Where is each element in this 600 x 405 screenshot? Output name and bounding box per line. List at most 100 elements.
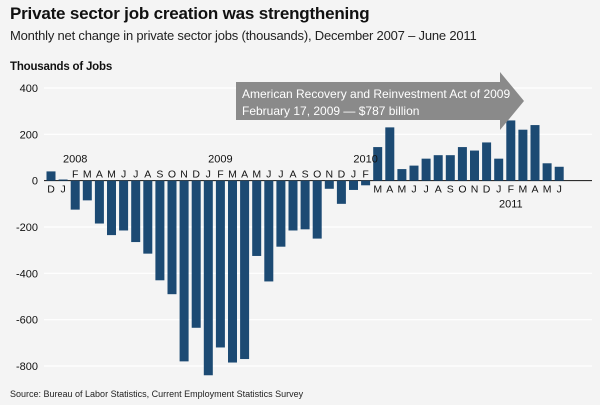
bar (46, 171, 56, 181)
month-label: D (338, 169, 346, 181)
bar (397, 169, 407, 181)
month-label: F (72, 169, 78, 181)
month-label: N (180, 169, 188, 181)
chart-subtitle: Monthly net change in private sector job… (10, 28, 477, 43)
month-label: J (351, 169, 356, 181)
banner-line-1: American Recovery and Reinvestment Act o… (242, 87, 510, 101)
month-label: J (60, 184, 65, 196)
bar (433, 155, 443, 181)
month-label: J (266, 169, 271, 181)
bar (373, 147, 383, 181)
bar (530, 125, 540, 181)
month-label: A (386, 184, 393, 196)
recovery-act-banner: American Recovery and Reinvestment Act o… (236, 72, 524, 130)
year-label: 2011 (499, 199, 523, 211)
month-label: D (483, 184, 491, 196)
month-label: O (168, 169, 176, 181)
month-label: A (435, 184, 442, 196)
bar (288, 180, 298, 231)
bar (228, 180, 237, 363)
bar (470, 150, 479, 181)
month-label: N (471, 184, 479, 196)
month-label: A (531, 184, 538, 196)
bar (58, 179, 68, 181)
bar (445, 155, 455, 181)
month-label: M (543, 184, 552, 196)
month-label: A (241, 169, 248, 181)
banner-arrow-shape (236, 72, 524, 130)
month-label: M (373, 184, 382, 196)
month-label: J (496, 184, 501, 196)
bar (203, 180, 213, 376)
bar (542, 163, 552, 181)
month-label: A (289, 169, 296, 181)
month-label: D (192, 169, 200, 181)
bar (385, 127, 395, 181)
year-label: 2010 (353, 154, 377, 166)
banner-line-2: February 17, 2009 — $787 billion (242, 104, 419, 118)
month-label: M (107, 169, 116, 181)
month-labels: D JF M A M J J A S O N D J F M A M J J A S O N D J FM A M J J A S O N D J F M… (47, 169, 562, 196)
bar (506, 120, 516, 181)
year-label: 2008 (63, 154, 87, 166)
bar (300, 180, 310, 230)
bar (457, 147, 467, 181)
month-label: D (47, 184, 55, 196)
y-tick-label: 0 (32, 176, 38, 188)
y-tick-label: -400 (16, 268, 38, 280)
source-note: Source: Bureau of Labor Statistics, Curr… (10, 389, 304, 399)
y-axis-label: Thousands of Jobs (10, 61, 113, 73)
y-tick-label: 400 (20, 83, 38, 95)
bar (82, 180, 92, 201)
month-label: M (398, 184, 407, 196)
bar (494, 158, 504, 181)
month-label: O (458, 184, 466, 196)
month-label: M (228, 169, 237, 181)
month-label: O (313, 169, 321, 181)
bar (482, 142, 492, 181)
bar (155, 180, 165, 281)
month-label: S (156, 169, 163, 181)
bar (252, 180, 262, 256)
chart-title: Private sector job creation was strength… (10, 4, 370, 23)
month-label: F (508, 184, 514, 196)
year-labels: 2008 2009 2010 2011 (63, 154, 523, 211)
month-label: A (144, 169, 151, 181)
bar (143, 180, 153, 254)
month-label: M (519, 184, 528, 196)
month-label: N (326, 169, 334, 181)
month-label: J (121, 169, 126, 181)
month-label: S (447, 184, 454, 196)
bar (191, 180, 201, 328)
bar (107, 180, 116, 236)
month-label: S (302, 169, 309, 181)
month-label: F (362, 169, 368, 181)
bar (276, 180, 286, 247)
month-label: M (83, 169, 92, 181)
bar (131, 180, 141, 243)
bar (70, 180, 80, 210)
month-label: A (96, 169, 103, 181)
bar (409, 165, 419, 181)
bar (215, 180, 225, 348)
month-label: F (217, 169, 223, 181)
month-label: J (411, 184, 416, 196)
y-tick-label: 200 (20, 129, 38, 141)
bar (264, 180, 274, 282)
bar (94, 180, 104, 224)
y-tick-label: -200 (16, 222, 38, 234)
month-label: J (557, 184, 562, 196)
bar (324, 180, 334, 189)
y-tick-label: -600 (16, 315, 38, 327)
bar (167, 180, 177, 295)
month-label: M (252, 169, 261, 181)
month-label: J (278, 169, 283, 181)
month-label: J (133, 169, 138, 181)
bar (179, 180, 189, 362)
bar (336, 180, 346, 204)
bar (361, 180, 371, 186)
bar (554, 166, 564, 181)
month-label: J (206, 169, 211, 181)
bar (518, 129, 528, 181)
